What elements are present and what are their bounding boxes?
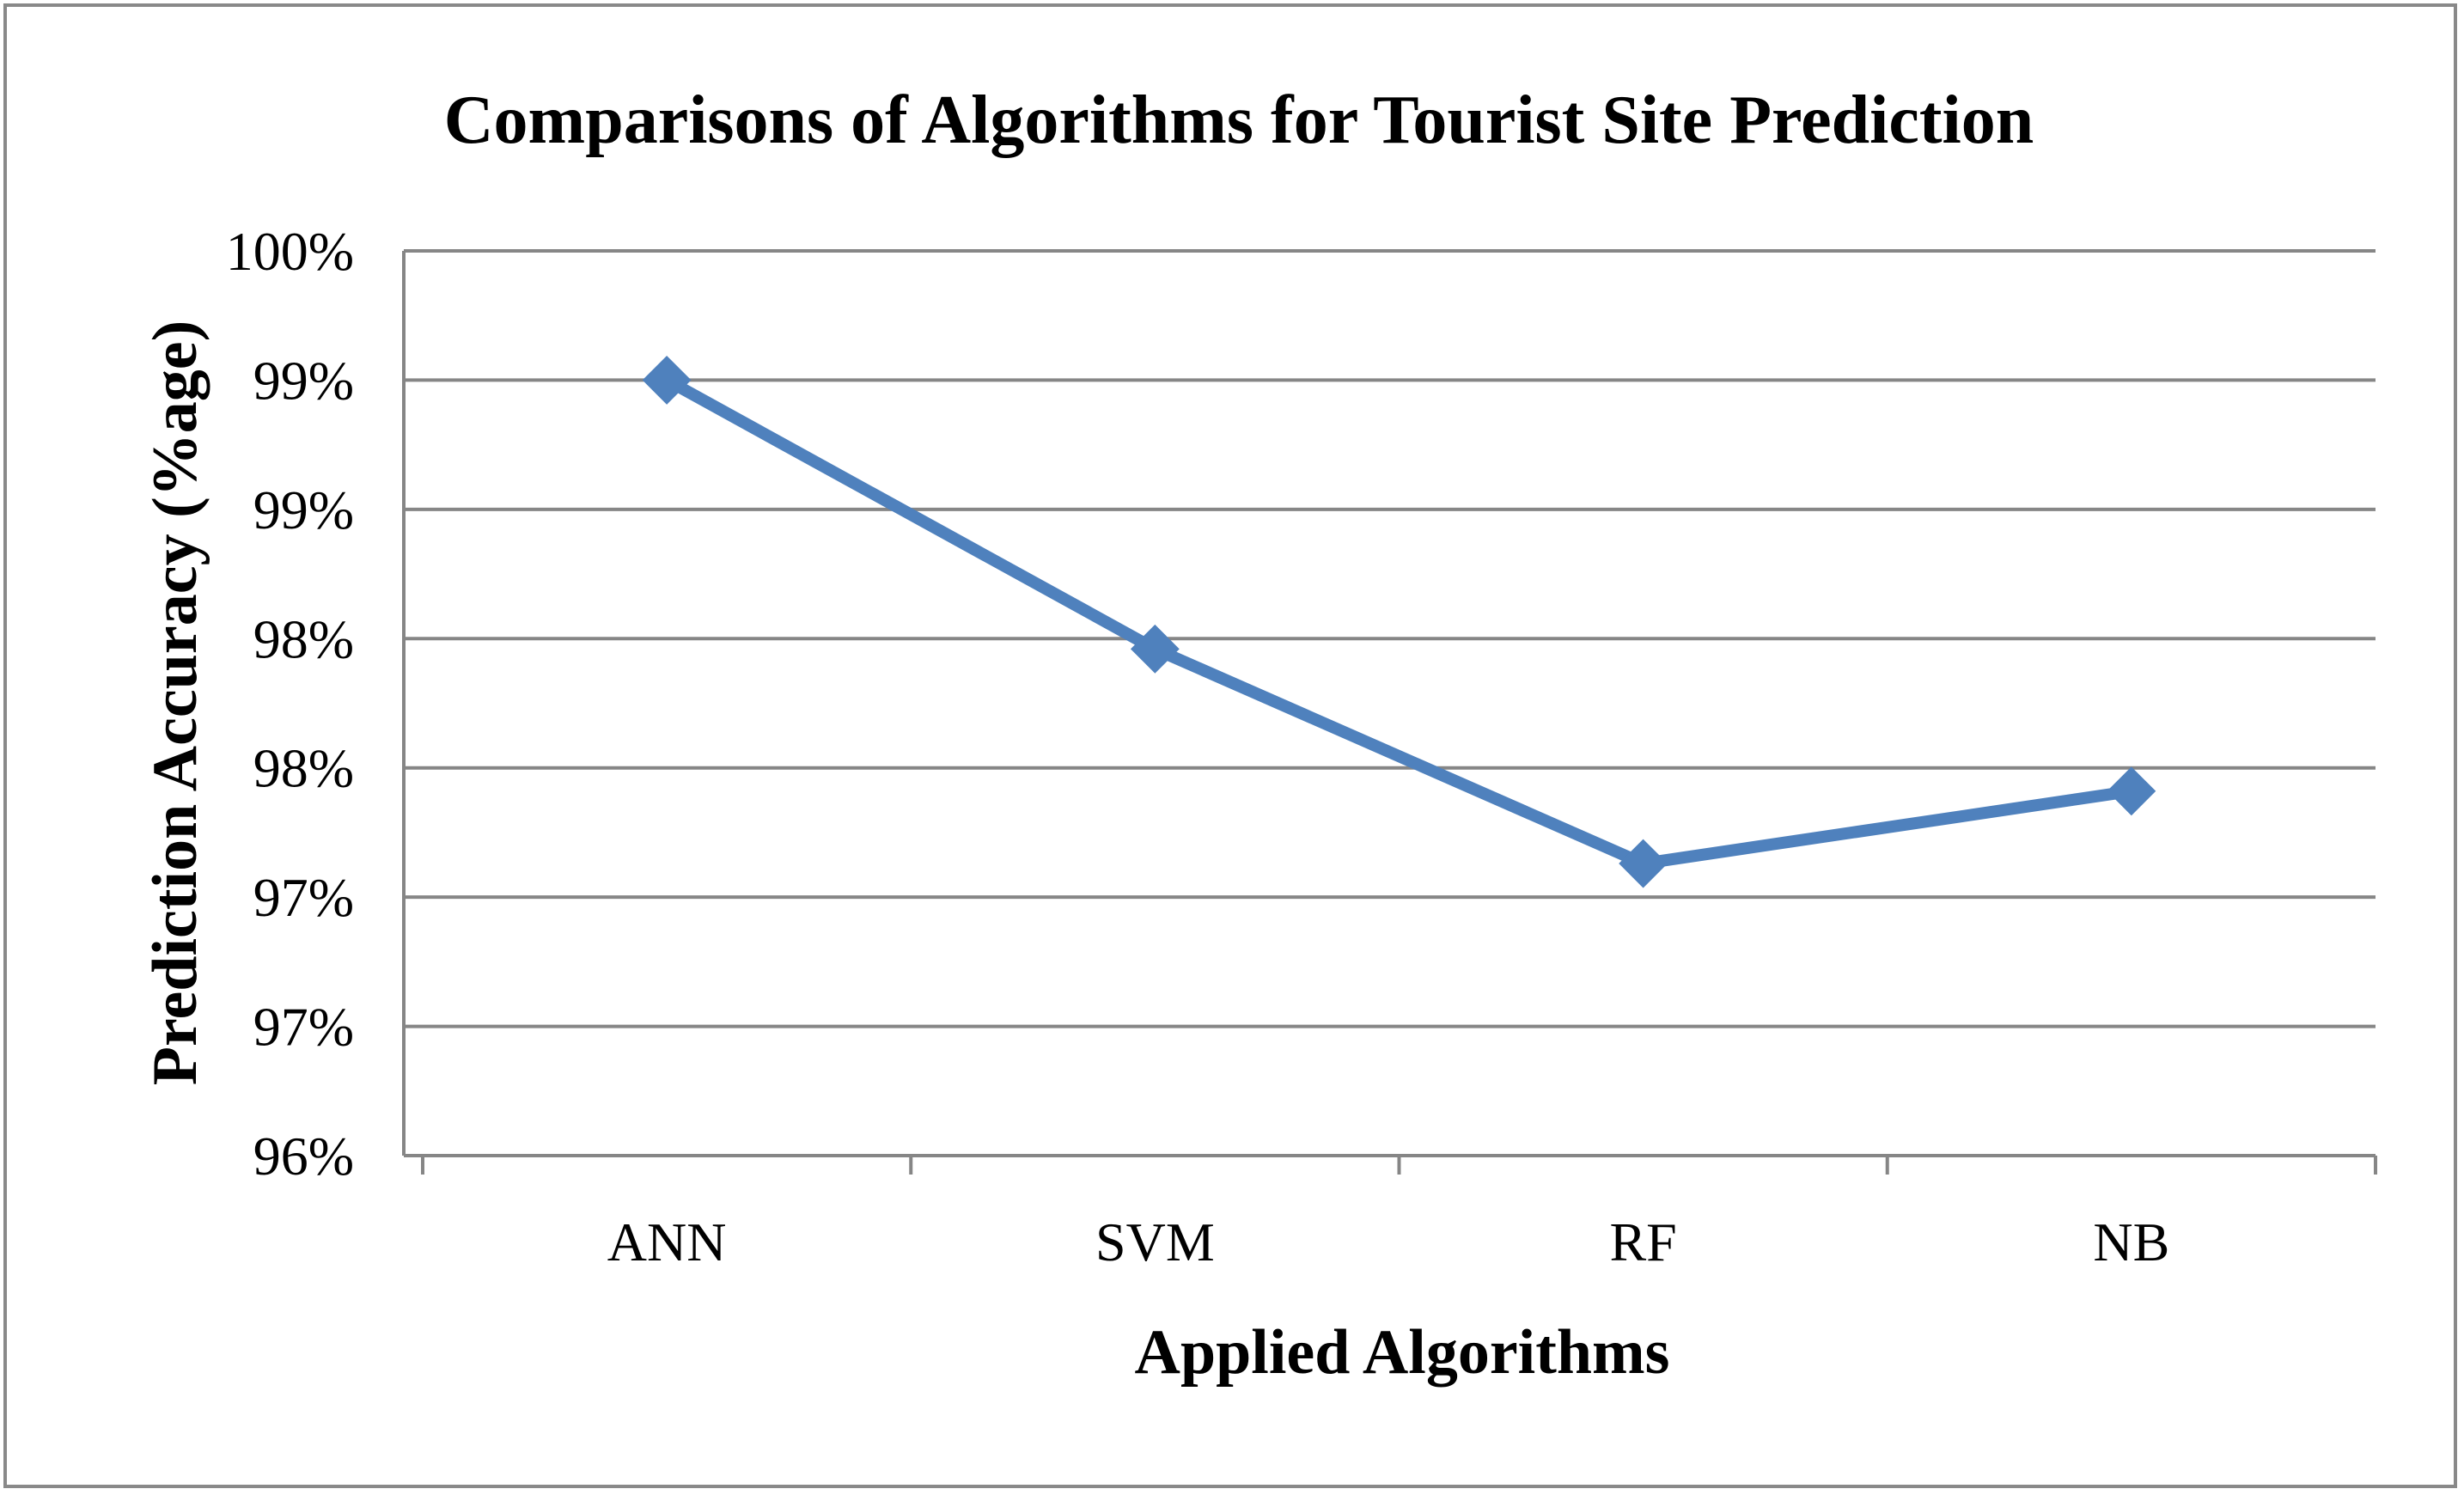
data-series — [642, 356, 2156, 888]
x-tick-label: RF — [1609, 1211, 1676, 1272]
x-axis — [402, 251, 2377, 1175]
data-point-marker — [642, 356, 692, 405]
data-point-marker — [1130, 624, 1180, 674]
data-point-marker — [2107, 766, 2156, 816]
y-tick-label: 99% — [253, 479, 354, 540]
x-tick-label: SVM — [1095, 1211, 1215, 1272]
x-tick-label: ANN — [607, 1211, 727, 1272]
y-tick-label: 97% — [253, 867, 354, 928]
x-tick-label: NB — [2093, 1211, 2169, 1272]
y-tick-label: 99% — [253, 350, 354, 411]
y-axis-tick-labels: 96% 97% 97% 98% 98% 99% 99% 100% — [226, 221, 354, 1187]
data-point-marker — [1619, 839, 1668, 888]
y-tick-label: 97% — [253, 997, 354, 1058]
x-axis-title: Applied Algorithms — [1135, 1317, 1670, 1388]
y-tick-label: 98% — [253, 608, 354, 669]
y-tick-label: 96% — [253, 1126, 354, 1187]
chart-title: Comparisons of Algorithms for Tourist Si… — [444, 82, 2034, 158]
y-tick-label: 100% — [226, 221, 354, 282]
gridlines — [404, 249, 2376, 1028]
series-line — [661, 374, 2138, 870]
y-axis-title: Prediction Accuracy (%age) — [140, 320, 210, 1086]
y-tick-label: 98% — [253, 738, 354, 799]
x-axis-tick-labels: ANN SVM RF NB — [607, 1211, 2170, 1272]
